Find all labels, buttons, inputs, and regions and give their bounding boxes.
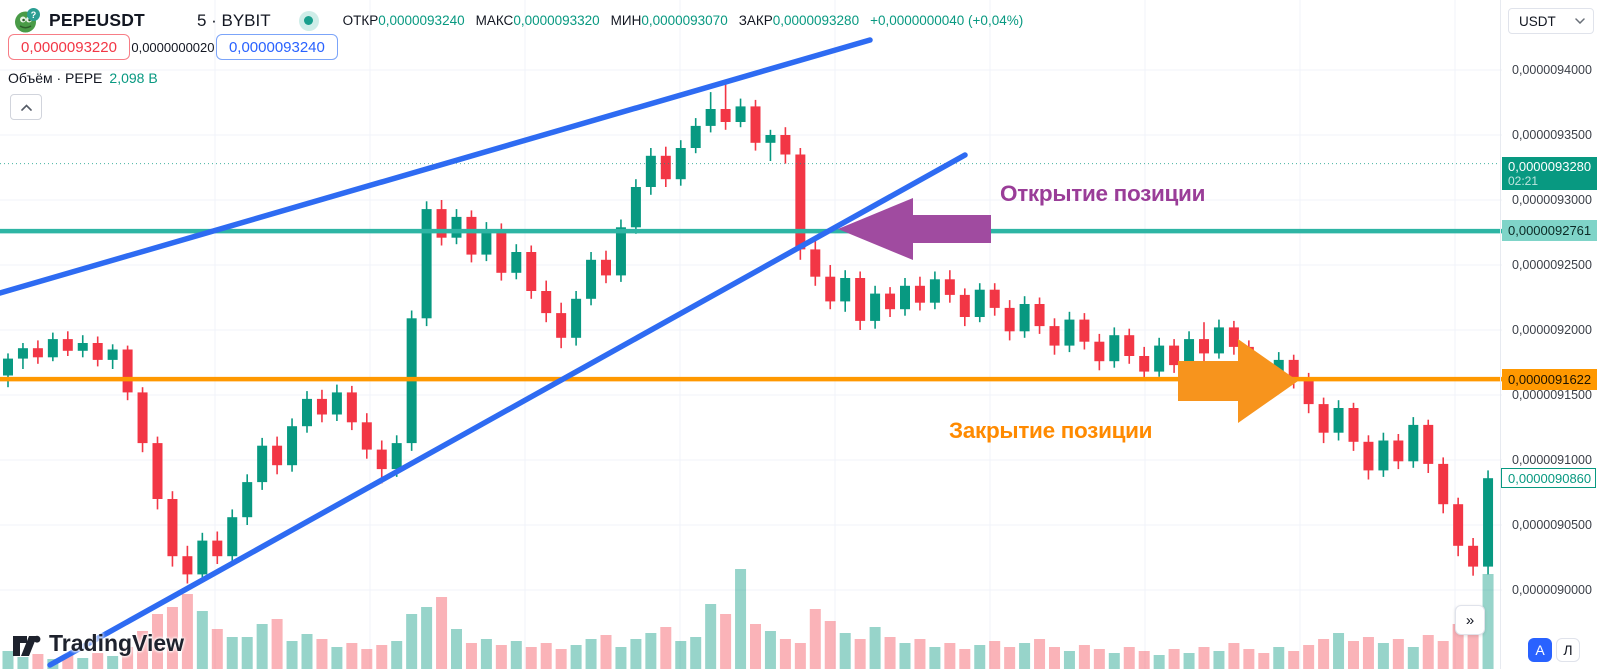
price-axis-separator [1500,0,1501,669]
high-label: МАКС [475,13,514,28]
currency-selector[interactable]: USDT [1508,8,1594,34]
low-label: МИН [610,13,642,28]
watermark-text: TradingView [49,630,185,656]
axis-tick-label: 0,0000091000 [1512,453,1592,467]
tradingview-icon [13,635,41,656]
open-value: 0,0000093240 [378,13,465,28]
buy-button[interactable]: 0,0000093240 [215,34,338,60]
close-position-label: Закрытие позиции [949,418,1153,443]
axis-tick-label: 0,0000092000 [1512,323,1592,337]
auto-scale-button[interactable]: А [1528,638,1552,662]
axis-tick-label: 0,0000091500 [1512,388,1592,402]
axis-tick-label: 0,0000090000 [1512,583,1592,597]
last-price-badge: 0,0000093280 02:21 [1502,157,1597,190]
ohlc-values: ОТКР0,0000093240 МАКС0,0000093320 МИН0,0… [343,13,1024,28]
exit-price-badge: 0,0000091622 [1502,369,1597,390]
axis-tick-label: 0,0000092500 [1512,258,1592,272]
open-position-arrow [838,198,991,260]
axis-tick-label: 0,0000093500 [1512,128,1592,142]
pepe-coin-icon: ? [15,8,40,33]
change-value: +0,0000000040 (+0,04%) [870,13,1024,28]
open-label: ОТКР [342,13,379,28]
entry-price-badge: 0,0000092761 [1502,220,1597,241]
low-price-badge: 0,0000090860 [1501,468,1596,488]
axis-tick-label: 0,0000094000 [1512,63,1592,77]
low-value: 0,0000093070 [641,13,728,28]
double-chevron-right-icon: » [1465,611,1475,629]
symbol-name[interactable]: PEPEUSDT [49,10,145,30]
last-price-value: 0,0000093280 [1508,159,1592,174]
spread-value: 0,0000000020 [131,39,215,55]
chevron-up-icon [20,103,32,111]
bar-countdown: 02:21 [1508,174,1539,188]
chart-legend: ? PEPEUSDT 5 · BYBIT ОТКР0,0000093240 МА… [14,7,1023,34]
log-scale-button[interactable]: Л [1556,638,1580,662]
high-value: 0,0000093320 [513,13,600,28]
close-value: 0,0000093280 [772,13,860,28]
close-position-arrow [1178,339,1298,423]
volume-value: 2,098 B [109,70,158,86]
collapse-indicators-button[interactable] [10,94,42,120]
axis-tick-label: 0,0000090500 [1512,518,1592,532]
currency-value: USDT [1519,13,1556,29]
order-panel: 0,0000093220 0,0000000020 0,0000093240 [8,34,338,60]
show-object-tree-button[interactable]: » [1455,605,1485,635]
sell-button[interactable]: 0,0000093220 [8,34,130,60]
tradingview-watermark[interactable]: TradingView [12,630,184,657]
svg-text:?: ? [31,10,37,20]
market-status-icon [298,10,319,31]
close-label: ЗАКР [738,13,773,28]
open-position-label: Открытие позиции [1000,181,1206,206]
interval-exchange[interactable]: 5 · BYBIT [196,10,271,30]
chevron-down-icon [1575,18,1585,24]
volume-label: Объём · PEPE [8,70,103,86]
axis-tick-label: 0,0000093000 [1512,193,1592,207]
volume-legend: Объём · PEPE 2,098 B [8,70,158,86]
